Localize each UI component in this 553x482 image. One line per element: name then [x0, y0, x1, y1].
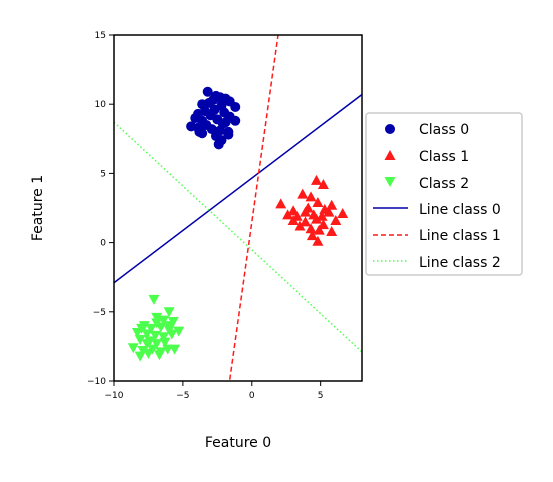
legend-marker-class-0 [385, 124, 395, 134]
x-axis-label: Feature 0 [205, 435, 271, 451]
x-tick-label: −10 [105, 391, 124, 401]
y-tick-label: 10 [95, 100, 107, 110]
legend-label-class-0: Class 0 [419, 122, 469, 138]
legend-label-line-class-1: Line class 1 [419, 228, 501, 244]
point-class-2 [148, 295, 159, 305]
point-class-2 [169, 345, 180, 355]
point-class-0 [218, 119, 228, 129]
y-axis-label: Feature 1 [30, 175, 46, 241]
plot-area [114, 35, 362, 380]
legend: Class 0 Class 1 Class 2 Line class 0 Lin… [366, 113, 522, 275]
point-class-1 [297, 189, 308, 199]
point-class-0 [230, 116, 240, 126]
point-class-2 [135, 352, 146, 362]
point-class-1 [275, 198, 286, 208]
x-tick-label: 5 [318, 391, 324, 401]
y-tick-label: 5 [100, 169, 106, 179]
decision-line-class-1 [230, 35, 278, 380]
point-class-2 [154, 350, 165, 360]
legend-label-line-class-2: Line class 2 [419, 255, 501, 271]
y-tick-label: 0 [100, 239, 106, 249]
legend-label-line-class-0: Line class 0 [419, 202, 501, 218]
point-class-1 [337, 208, 348, 218]
point-class-0 [208, 95, 218, 105]
y-tick-label: −10 [87, 377, 106, 387]
point-class-1 [326, 200, 337, 210]
x-tick-label: 0 [249, 391, 255, 401]
y-tick-label: −5 [93, 308, 106, 318]
point-class-1 [306, 191, 317, 201]
legend-label-class-2: Class 2 [419, 176, 469, 192]
decision-line-class-2 [114, 122, 362, 352]
point-class-0 [230, 102, 240, 112]
point-class-0 [194, 127, 204, 137]
x-axis-ticks: −10 −5 0 5 [105, 381, 324, 401]
y-axis-ticks: −10 −5 0 5 10 15 [87, 31, 114, 387]
y-tick-label: 15 [95, 31, 106, 41]
x-tick-label: −5 [176, 391, 189, 401]
point-class-1 [311, 175, 322, 185]
legend-label-class-1: Class 1 [419, 149, 469, 165]
point-class-0 [214, 139, 224, 149]
